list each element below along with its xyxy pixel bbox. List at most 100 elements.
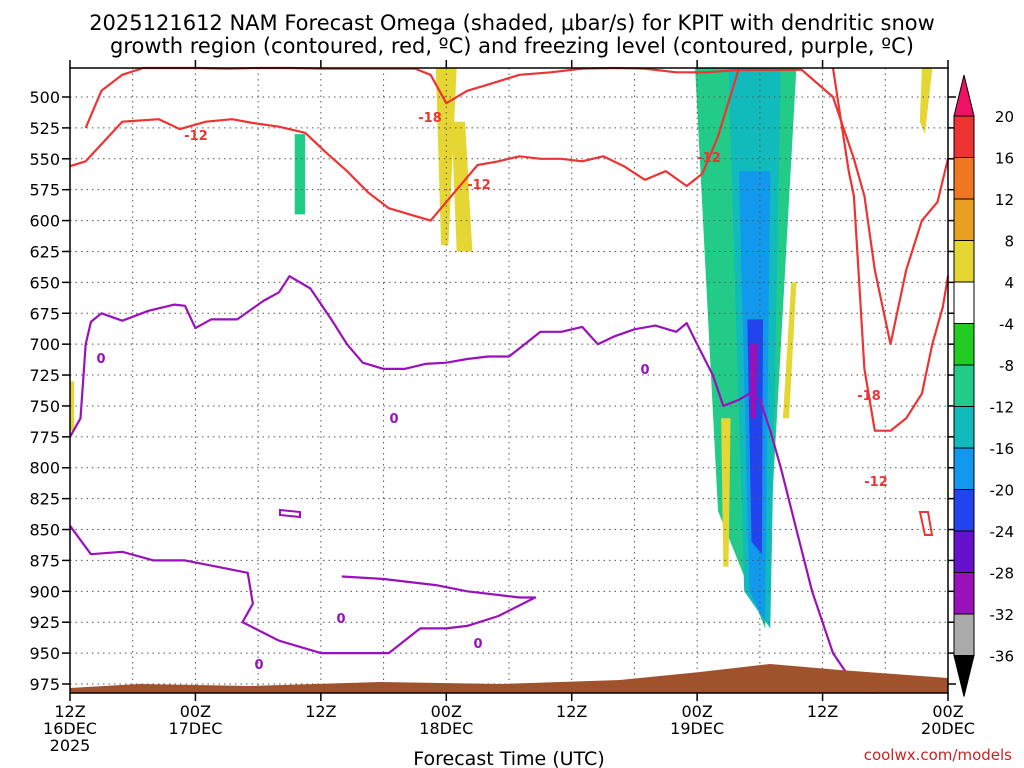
contour-label: 0 <box>640 363 649 378</box>
x-tick-label: 2025 <box>50 736 91 755</box>
contour-label: 0 <box>336 612 345 627</box>
omega-region <box>294 134 306 215</box>
colorbar-box <box>953 447 975 490</box>
credit-text: coolwx.com/models <box>864 746 1012 764</box>
omega-region <box>919 68 933 135</box>
omega-region <box>782 282 797 419</box>
plot-area: -12 -12 -12 -12 -18 -18 0 0 0 0 0 0 <box>69 66 950 695</box>
y-tick-label: 775 <box>29 428 60 447</box>
colorbar-box <box>953 115 975 158</box>
chart-title-line-1: 2025121612 NAM Forecast Omega (shaded, μ… <box>89 11 935 35</box>
contour-loop <box>279 508 301 519</box>
colorbar-box <box>953 489 975 532</box>
plot-background <box>70 68 948 693</box>
contour-label: -12 <box>184 129 208 144</box>
contour-label: -12 <box>697 151 721 166</box>
colorbar-label: -8 <box>999 357 1014 375</box>
x-tick-label: 00Z <box>932 702 963 721</box>
terrain-ground <box>70 664 948 693</box>
contour-label: 0 <box>254 658 263 673</box>
y-tick-label: 625 <box>29 242 60 261</box>
y-tick-label: 525 <box>29 119 60 138</box>
chart-title-line-2: growth region (contoured, red, ºC) and f… <box>110 34 914 58</box>
colorbar-label: 20 <box>995 108 1014 126</box>
colorbar-label: -4 <box>999 316 1014 334</box>
x-tick-label: 12Z <box>807 702 838 721</box>
colorbar-label: -28 <box>990 565 1015 583</box>
x-tick-label: 00Z <box>681 702 712 721</box>
colorbar-label: -12 <box>990 399 1015 417</box>
y-axis: 500 525 550 575 600 625 650 675 700 725 750 775 800 8… <box>29 88 956 694</box>
y-tick-label: 975 <box>29 675 60 694</box>
y-tick-label: 750 <box>29 397 60 416</box>
contour-line <box>69 67 741 222</box>
contour-label: -18 <box>418 111 442 126</box>
y-tick-label: 500 <box>29 88 60 107</box>
colorbar-label: -16 <box>990 440 1015 458</box>
omega-shading-layer <box>70 68 933 629</box>
omega-region <box>721 418 731 567</box>
contour-label: -18 <box>857 389 881 404</box>
x-tick-label: 18DEC <box>419 719 473 738</box>
colorbar-bottom-arrow <box>953 655 975 697</box>
y-tick-label: 550 <box>29 150 60 169</box>
colorbar-box <box>953 157 975 200</box>
contour-label: -12 <box>864 475 888 490</box>
x-tick-label: 19DEC <box>670 719 724 738</box>
colorbar-label: -24 <box>990 523 1015 541</box>
colorbar-label: 12 <box>995 191 1014 209</box>
colorbar-box <box>953 240 975 283</box>
y-tick-label: 725 <box>29 366 60 385</box>
y-tick-label: 825 <box>29 490 60 509</box>
x-tick-label: 12Z <box>54 702 85 721</box>
contour-loop <box>918 511 934 536</box>
x-tick-label: 00Z <box>180 702 211 721</box>
omega-region <box>451 121 473 252</box>
contour-label: 0 <box>96 352 105 367</box>
colorbar-box <box>953 530 975 573</box>
colorbar-box <box>953 198 975 241</box>
x-tick-label: 16DEC <box>43 719 97 738</box>
contour-lines-layer <box>69 66 950 695</box>
colorbar-box <box>953 281 975 324</box>
colorbar-top-arrow <box>953 74 975 117</box>
y-tick-label: 950 <box>29 644 60 663</box>
contour-label: 0 <box>389 412 398 427</box>
plot-frame <box>69 67 949 694</box>
x-tick-label: 17DEC <box>168 719 222 738</box>
y-tick-label: 850 <box>29 521 60 540</box>
colorbar-box <box>953 406 975 449</box>
y-tick-label: 875 <box>29 551 60 570</box>
contour-label: -12 <box>467 178 491 193</box>
y-tick-label: 925 <box>29 613 60 632</box>
colorbar-label: -36 <box>990 648 1015 666</box>
y-tick-label: 675 <box>29 304 60 323</box>
contour-line <box>69 275 876 695</box>
x-tick-label: 00Z <box>431 702 462 721</box>
contour-label: 0 <box>473 637 482 652</box>
colorbar-box <box>953 323 975 366</box>
y-tick-label: 575 <box>29 181 60 200</box>
colorbar: 20 16 12 8 4 -4 -8 -12 -16 -20 -24 -28 -32 -36 <box>953 74 1015 697</box>
x-tick-label: 12Z <box>556 702 587 721</box>
contour-line <box>831 67 950 432</box>
colorbar-box <box>953 572 975 615</box>
contour-labels-layer: -12 -12 -12 -12 -18 -18 0 0 0 0 0 0 <box>96 111 887 673</box>
y-tick-label: 650 <box>29 273 60 292</box>
gridlines <box>70 68 948 693</box>
colorbar-label: 4 <box>1004 274 1014 292</box>
colorbar-label: -20 <box>990 482 1015 500</box>
x-tick-label: 20DEC <box>921 719 975 738</box>
y-tick-label: 700 <box>29 335 60 354</box>
colorbar-label: 8 <box>1004 233 1014 251</box>
omega-region <box>749 344 758 419</box>
colorbar-label: -32 <box>990 606 1015 624</box>
colorbar-box <box>953 364 975 407</box>
x-tick-label: 12Z <box>305 702 336 721</box>
omega-region <box>70 381 75 431</box>
colorbar-box <box>953 613 975 656</box>
y-tick-label: 900 <box>29 582 60 601</box>
y-tick-label: 600 <box>29 212 60 231</box>
